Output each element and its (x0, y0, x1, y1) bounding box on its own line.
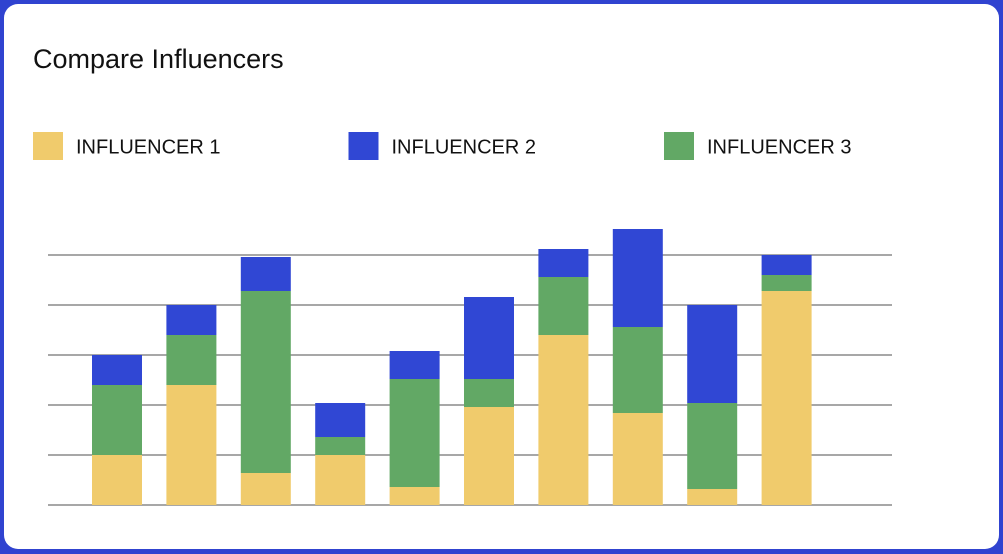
bar-segment (761, 275, 812, 291)
bar-segment (687, 305, 738, 403)
bar-segment (389, 351, 440, 379)
bar-segment (612, 327, 663, 413)
bar-segment (92, 385, 142, 455)
bar-segment (761, 255, 812, 275)
bar-segment (240, 291, 291, 473)
chart-title: Compare Influencers (33, 44, 284, 74)
bar-segment (687, 403, 738, 489)
bar-segment (761, 291, 812, 505)
bar-segment (389, 487, 440, 505)
bar-segment (315, 437, 366, 455)
bar-segment (464, 379, 514, 407)
bar-segment (538, 249, 589, 277)
bar-segment (538, 277, 589, 335)
bar-segment (389, 379, 440, 487)
legend-label: INFLUENCER 2 (392, 136, 536, 158)
bar-segment (92, 355, 142, 385)
legend-swatch (33, 132, 63, 160)
bar-segment (687, 489, 738, 505)
legend-label: INFLUENCER 1 (76, 136, 220, 158)
legend-swatch (348, 132, 379, 160)
bar-segment (166, 305, 217, 335)
chart: Compare Influencers INFLUENCER 1 INFLUENC… (33, 44, 892, 506)
bar-segment (240, 257, 291, 291)
bar-segment (464, 297, 514, 379)
card: Compare Influencers INFLUENCER 1 INFLUENC… (4, 4, 999, 549)
bar-segment (315, 455, 366, 505)
bar-segment (92, 455, 142, 505)
bar-segment (538, 335, 589, 505)
bar-segment (166, 385, 217, 505)
legend-label: INFLUENCER 3 (707, 136, 851, 158)
bar-segment (612, 229, 663, 327)
bar-segment (166, 335, 217, 385)
bar-segment (464, 407, 514, 505)
bar-segment (315, 403, 366, 437)
legend-swatch (664, 132, 694, 160)
bar-segment (612, 413, 663, 505)
bar-segment (240, 473, 291, 505)
